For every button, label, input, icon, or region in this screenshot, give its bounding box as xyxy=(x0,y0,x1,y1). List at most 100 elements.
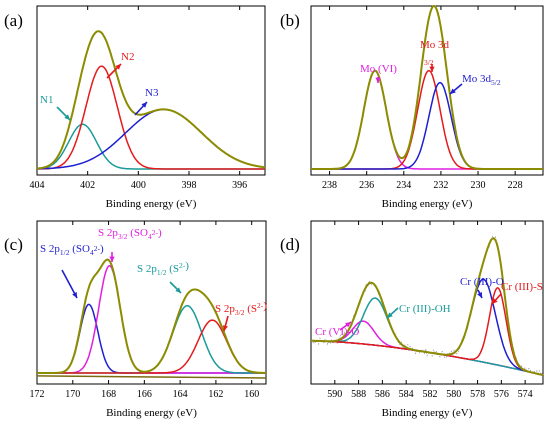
plot-frame xyxy=(310,220,544,385)
x-tick-label: 236 xyxy=(359,180,374,191)
x-tick-label: 586 xyxy=(375,389,390,400)
arrow-mo-3d32 xyxy=(429,64,435,72)
arrow-s2p32-so4 xyxy=(109,252,115,262)
arrow-s2p12-so4-head xyxy=(72,292,77,298)
annotation-cr-iii-s: Cr (III)-S xyxy=(501,281,543,293)
x-tick-label: 580 xyxy=(446,389,461,400)
plot-frame xyxy=(36,220,267,385)
panel-label: (a) xyxy=(4,11,23,30)
annotation-cr-vi-o: Cr (VI)-O xyxy=(315,326,359,338)
x-tick-label: 166 xyxy=(137,389,152,400)
series-line-mo-3d5-2 xyxy=(311,81,543,170)
panel-0-frame: 404 402 400 398 396 Binding energy (eV) (a) xyxy=(4,5,266,210)
x-tick-label: 582 xyxy=(422,389,437,400)
series-line-s-2p3-2-so4-2- xyxy=(37,265,266,374)
envelope-line xyxy=(37,30,266,170)
x-tick-label: 402 xyxy=(80,180,95,191)
annotation-n1: N1 xyxy=(40,94,53,106)
annotation-mo-3d32: Mo 3d xyxy=(420,39,450,51)
annotation-s2p32-s: S 2p3/2 (S2-) xyxy=(215,300,267,317)
annotation-cr-iii-o: Cr (III)-O xyxy=(460,276,504,288)
arrow-s2p32-s-head xyxy=(222,325,228,331)
arrow-cr-iii-o-head xyxy=(477,292,482,298)
arrow-mo-vi-head xyxy=(375,77,381,83)
annotation-n3: N3 xyxy=(145,87,159,99)
x-tick-label: 578 xyxy=(470,389,485,400)
annotation-s2p12-so4: S 2p1/2 (SO42-) xyxy=(40,243,104,257)
x-tick-label: 590 xyxy=(327,389,342,400)
x-tick-label: 164 xyxy=(173,389,188,400)
x-tick-label: 160 xyxy=(244,389,259,400)
arrow-s2p12-s xyxy=(169,281,182,294)
series-line-mo-vi- xyxy=(311,69,543,170)
annotation-cr-iii-oh: Cr (III)-OH xyxy=(399,303,451,315)
x-tick-label: 228 xyxy=(508,180,523,191)
arrow-n1-head xyxy=(64,114,70,120)
arrow-cr-iii-oh xyxy=(386,307,399,319)
x-axis-label: Binding energy (eV) xyxy=(106,407,197,419)
panel-2-frame: 172 170 168 166 164 162 160 Binding energy (eV)… xyxy=(4,220,267,419)
arrow-n3 xyxy=(134,101,148,116)
x-tick-label: 162 xyxy=(208,389,223,400)
panel-label: (b) xyxy=(280,11,300,30)
x-tick-label: 400 xyxy=(131,180,146,191)
x-tick-label: 404 xyxy=(30,180,45,191)
x-tick-label: 398 xyxy=(182,180,197,191)
arrow-s2p12-so4 xyxy=(61,269,78,299)
arrow-mo-3d32-head xyxy=(429,66,435,72)
panel-3-frame: 590 588 586 584 582 580 578 576 574 Binding energ… xyxy=(280,220,544,419)
plot-frame xyxy=(36,5,266,176)
x-tick-label: 168 xyxy=(101,389,116,400)
arrow-cr-vi-o xyxy=(339,321,352,331)
arrow-cr-iii-oh-head xyxy=(387,312,393,318)
annotation-mo-3d32-sub: 3/2 xyxy=(424,58,434,67)
x-axis-label: Binding energy (eV) xyxy=(382,407,473,419)
arrow-cr-iii-s-head xyxy=(492,298,498,304)
x-tick-label: 396 xyxy=(232,180,247,191)
arrow-cr-iii-o xyxy=(477,289,483,299)
annotation-mo-3d52: Mo 3d5/2 xyxy=(462,73,501,87)
arrow-s2p32-so4-head xyxy=(109,256,115,262)
annotation-s2p32-so4: S 2p3/2 (SO42-) xyxy=(98,227,162,241)
baseline-line xyxy=(36,375,267,379)
x-axis-label: Binding energy (eV) xyxy=(106,198,197,210)
arrow-mo-3d52 xyxy=(449,83,463,95)
arrow-n3-head xyxy=(141,102,147,108)
raw-data-line xyxy=(310,235,544,376)
arrow-s2p32-s xyxy=(222,315,229,332)
arrow-cr-vi-o-head xyxy=(345,322,351,328)
x-tick-label: 232 xyxy=(433,180,448,191)
panel-1-frame: 238 236 234 232 230 228 Binding energy (eV) (b) xyxy=(280,5,544,210)
series-line-mo-3d3-2 xyxy=(311,69,543,170)
arrow-s2p12-s-head xyxy=(175,287,181,293)
arrow-cr-iii-s xyxy=(491,293,502,305)
x-tick-label: 172 xyxy=(30,389,45,400)
envelope-line xyxy=(311,237,544,377)
annotation-n2: N2 xyxy=(121,51,134,63)
annotation-mo-vi: Mo (VI) xyxy=(360,63,397,75)
arrow-n2-head xyxy=(115,64,121,70)
x-tick-label: 230 xyxy=(471,180,486,191)
panel-label: (d) xyxy=(280,235,300,254)
arrow-n2 xyxy=(106,63,122,79)
x-tick-label: 238 xyxy=(322,180,337,191)
series-line-n1 xyxy=(36,123,265,170)
envelope-line xyxy=(37,258,266,374)
arrow-n1 xyxy=(56,106,71,121)
envelope-line xyxy=(311,4,543,170)
x-tick-label: 584 xyxy=(399,389,414,400)
series-line-n2 xyxy=(37,65,265,170)
x-tick-label: 234 xyxy=(396,180,411,191)
x-tick-label: 170 xyxy=(65,389,80,400)
arrow-mo-vi xyxy=(375,77,381,83)
x-axis-label: Binding energy (eV) xyxy=(382,198,473,210)
x-tick-label: 588 xyxy=(351,389,366,400)
arrow-mo-3d52-head xyxy=(450,88,456,94)
panel-label: (c) xyxy=(4,235,23,254)
annotation-s2p12-s: S 2p1/2 (S2-) xyxy=(137,260,189,277)
plot-frame xyxy=(310,5,544,176)
x-tick-label: 576 xyxy=(494,389,509,400)
x-tick-label: 574 xyxy=(518,389,533,400)
